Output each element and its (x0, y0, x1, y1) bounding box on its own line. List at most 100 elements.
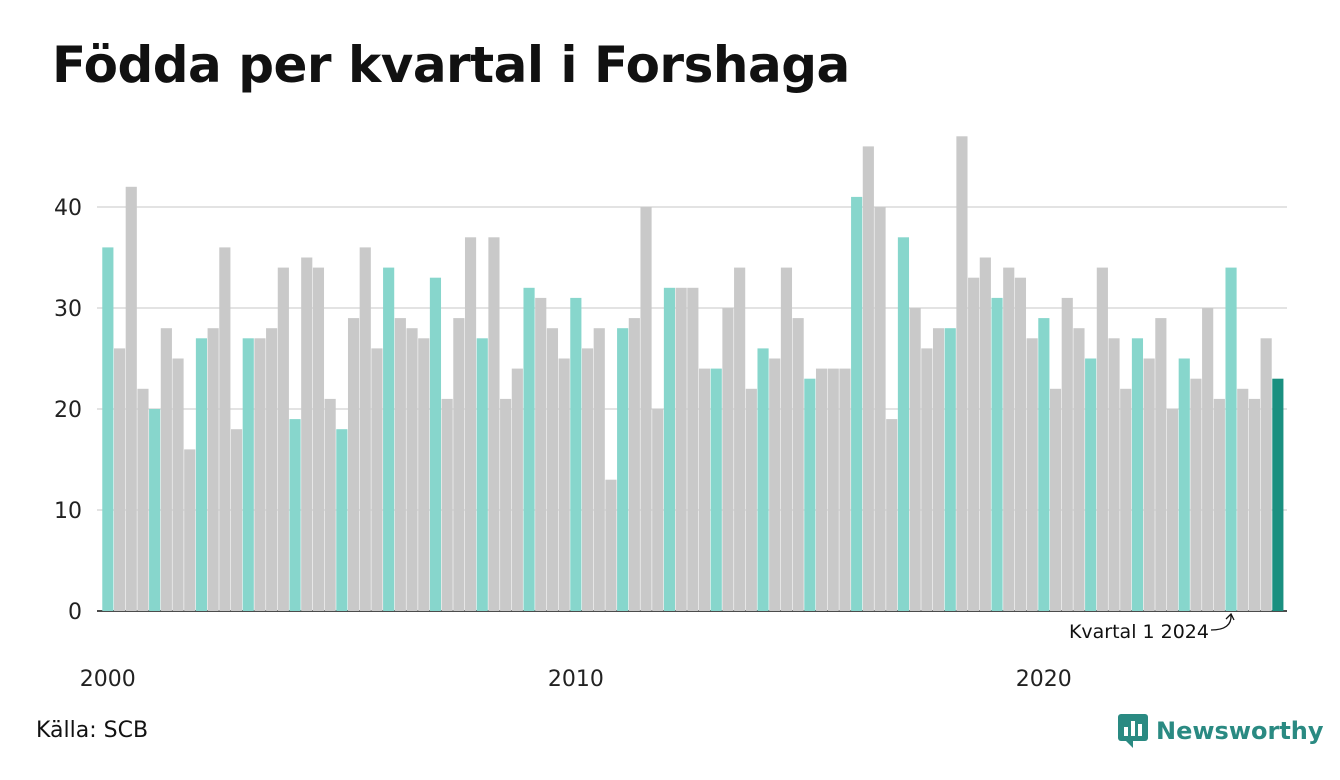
bar (815, 368, 828, 611)
bar (113, 348, 126, 611)
bar (289, 419, 301, 611)
bar (698, 368, 711, 611)
bar (1108, 338, 1120, 611)
bar (453, 318, 465, 611)
bar (745, 388, 757, 611)
bar (359, 247, 371, 611)
x-tick-label: 2010 (548, 667, 604, 692)
bar (464, 237, 477, 612)
newsworthy-logo-icon (1118, 714, 1148, 748)
bar (160, 328, 172, 611)
bar (1131, 338, 1144, 611)
bar (628, 318, 640, 611)
bar (1003, 267, 1015, 611)
bar (886, 419, 898, 611)
bar (909, 308, 921, 611)
bar (277, 267, 289, 611)
bar (219, 247, 231, 611)
bar (1085, 358, 1097, 611)
bar (476, 338, 488, 611)
bar (1155, 318, 1167, 611)
bar (827, 368, 839, 611)
bar (687, 287, 699, 611)
bar (500, 398, 512, 611)
bar (1166, 409, 1179, 611)
bar (102, 247, 114, 611)
bar (488, 237, 500, 612)
bar (394, 318, 406, 611)
bar (1272, 378, 1284, 611)
bar (184, 449, 196, 611)
bar (792, 318, 804, 611)
bar (1225, 267, 1237, 611)
bar (511, 368, 523, 611)
bar (546, 328, 559, 611)
bar (979, 257, 991, 611)
bar (324, 398, 336, 611)
bar (605, 479, 617, 611)
bar (125, 186, 137, 612)
annotation-arrow (1210, 614, 1232, 631)
bar (254, 338, 266, 611)
bar (1038, 318, 1050, 611)
bar (862, 146, 874, 611)
x-tick-label: 2020 (1016, 667, 1072, 692)
bar (149, 409, 161, 611)
bar (383, 267, 395, 611)
bar (242, 338, 254, 611)
bar (675, 287, 687, 611)
bar (593, 328, 605, 611)
bar (897, 237, 910, 612)
bar (347, 318, 360, 611)
y-tick-label: 20 (54, 398, 82, 423)
bar (769, 358, 781, 611)
bar (523, 287, 535, 611)
bar (1190, 378, 1202, 611)
bar (1014, 277, 1027, 611)
bar (1237, 388, 1249, 611)
bar (757, 348, 769, 611)
source-label: Källa: SCB (36, 718, 149, 743)
y-tick-label: 10 (54, 499, 82, 524)
bar (336, 429, 348, 611)
chart-title: Födda per kvartal i Forshaga (52, 36, 850, 94)
y-tick-label: 0 (68, 600, 82, 625)
bar (710, 368, 722, 611)
bar (722, 308, 734, 611)
bar (1143, 358, 1155, 611)
bar (839, 368, 851, 611)
brand-logo: Newsworthy (1118, 714, 1324, 748)
bar (1073, 328, 1085, 611)
bar (780, 267, 793, 611)
bar (406, 328, 418, 611)
bar (207, 328, 219, 611)
bar (1096, 267, 1108, 611)
bar (195, 338, 208, 611)
bar (1248, 398, 1261, 611)
annotation-label: Kvartal 1 2024 (1069, 621, 1209, 643)
bar (581, 348, 594, 611)
bar (851, 196, 863, 611)
bar (804, 378, 816, 611)
bar (1202, 308, 1214, 611)
bar (1178, 358, 1190, 611)
bar (640, 207, 652, 611)
bar (570, 297, 582, 611)
bar (429, 277, 442, 611)
bar (535, 297, 547, 611)
bar (1213, 398, 1225, 611)
bar (1260, 338, 1272, 611)
bar (441, 398, 453, 611)
bar (968, 277, 980, 611)
y-tick-label: 40 (54, 196, 82, 221)
bar (956, 136, 968, 612)
bar (371, 348, 383, 611)
bar (301, 257, 313, 611)
brand-name: Newsworthy (1156, 717, 1324, 745)
bar (266, 328, 278, 611)
bar (137, 388, 149, 611)
bar (312, 267, 325, 611)
bar (230, 429, 243, 611)
bar (617, 328, 629, 611)
